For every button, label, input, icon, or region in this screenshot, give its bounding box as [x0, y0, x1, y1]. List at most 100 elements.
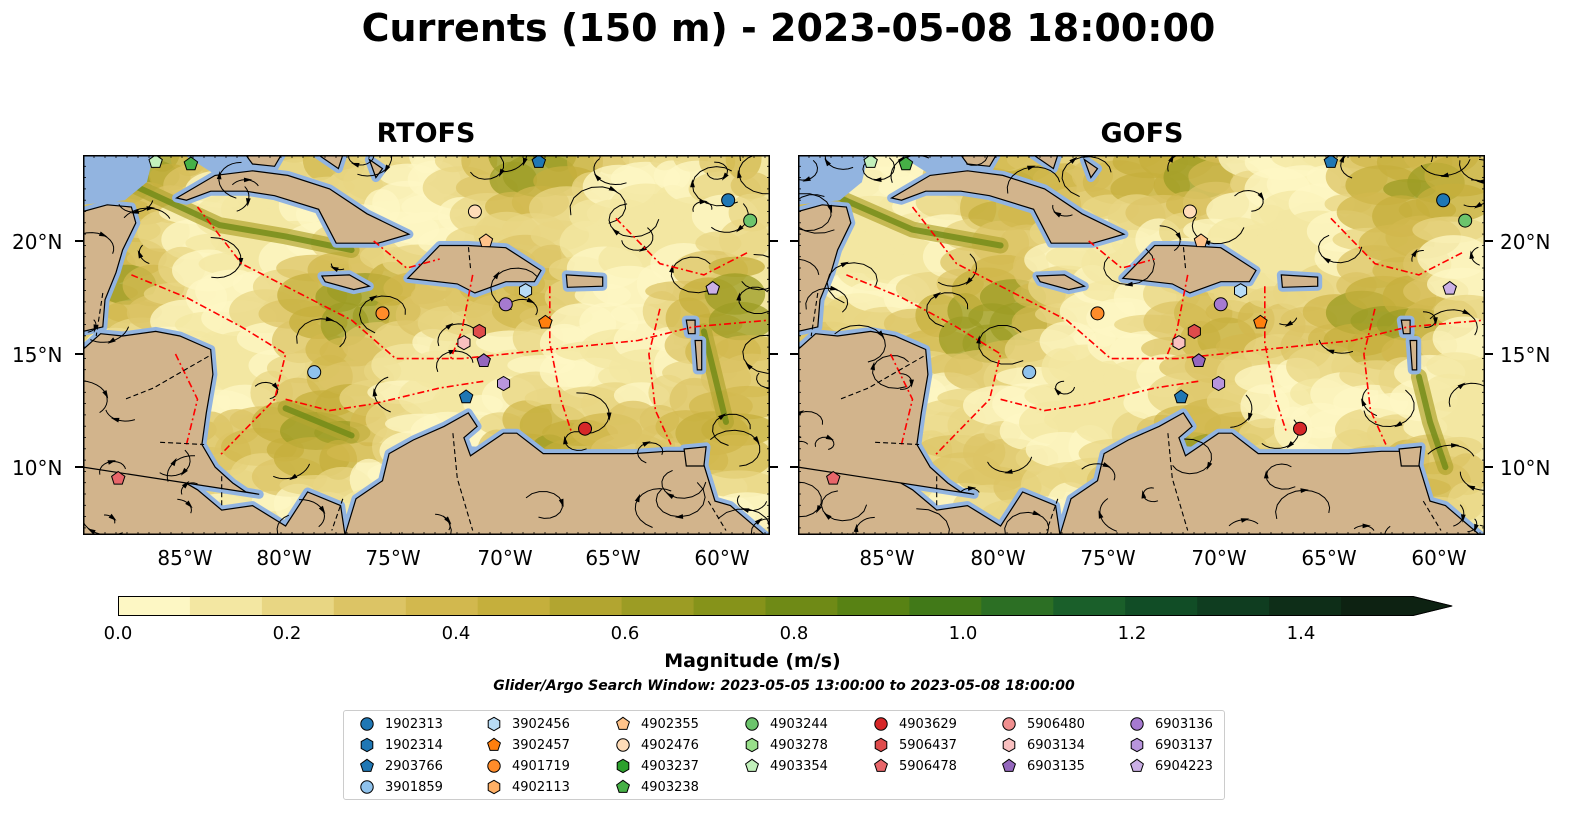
- legend-marker-icon: [360, 717, 374, 731]
- legend-label: 4903629: [899, 716, 957, 732]
- colorbar-extend-arrow: [1413, 596, 1453, 616]
- colorbar-tick-1: 0.2: [272, 623, 302, 644]
- legend-label: 4903238: [641, 779, 699, 795]
- legend-marker-icon: [360, 737, 374, 753]
- gofs-land: [798, 155, 1485, 535]
- colorbar-segment-15: [1197, 596, 1270, 616]
- legend-item-4902113: 4902113: [486, 777, 570, 797]
- legend-marker-icon: [360, 758, 374, 772]
- lat-label-20n-right: 20°N: [1500, 230, 1551, 254]
- legend-marker-icon: [745, 717, 759, 731]
- legend-label: 4902113: [512, 779, 570, 795]
- rtofs-float-6903134-9: [457, 335, 471, 351]
- legend-marker-icon: [1130, 758, 1144, 772]
- colorbar-segment-4: [405, 596, 479, 616]
- lat-major-tick: [1485, 466, 1493, 468]
- lat-label-10n-right: 10°N: [1500, 456, 1551, 480]
- legend-item-3902456: 3902456: [486, 714, 570, 734]
- gofs-float-4901719-8: [1090, 306, 1105, 321]
- panel-title-rtofs: RTOFS: [376, 118, 476, 149]
- legend-marker-icon: [360, 780, 374, 794]
- legend-label: 4903278: [770, 737, 828, 753]
- colorbar-tick-4: 0.8: [779, 623, 809, 644]
- rtofs-boundary-lines: [131, 206, 770, 457]
- legend-item-2903766: 2903766: [359, 756, 443, 776]
- lon-label-60w-gofs: 60°W: [1411, 546, 1467, 570]
- legend-label: 6903136: [1155, 716, 1213, 732]
- rtofs-map: [75, 155, 778, 535]
- legend-item-4901719: 4901719: [486, 756, 570, 776]
- legend-item-6903137: 6903137: [1129, 735, 1213, 755]
- legend-item-6903136: 6903136: [1129, 714, 1213, 734]
- gofs-float-5906437-7: [1187, 323, 1201, 339]
- rtofs-float-3901859-13: [307, 365, 322, 380]
- gofs-water-2: [798, 155, 869, 205]
- legend-label: 1902313: [385, 716, 443, 732]
- legend-item-4903629: 4903629: [873, 714, 957, 734]
- lon-label-70w-rtofs: 70°W: [477, 546, 533, 570]
- panel-title-gofs: GOFS: [1100, 118, 1184, 149]
- colorbar-tick-2: 0.4: [441, 623, 471, 644]
- rtofs-float-6904223-3: [705, 280, 720, 295]
- legend-label: 5906478: [899, 758, 957, 774]
- gofs-float-6903135-10: [1191, 353, 1206, 367]
- legend-label: 4902476: [641, 737, 699, 753]
- lon-label-80w-rtofs: 80°W: [256, 546, 312, 570]
- legend-item-5906437: 5906437: [873, 735, 957, 755]
- gofs-float-4902355-17: [1193, 233, 1209, 248]
- gofs-frame-ticks: [798, 155, 1485, 535]
- rtofs-float-4903238-19: [183, 156, 199, 171]
- legend-item-4903238: 4903238: [615, 777, 699, 797]
- legend-marker-icon: [745, 758, 759, 772]
- figure-title: Currents (150 m) - 2023-05-08 18:00:00: [361, 6, 1216, 50]
- legend-label: 1902314: [385, 737, 443, 753]
- rtofs-float-4902476-16: [467, 204, 482, 219]
- rtofs-map-frame: [83, 155, 770, 535]
- legend-item-4903244: 4903244: [744, 714, 828, 734]
- gofs-float-3902456-4: [1234, 283, 1248, 299]
- legend-item-6904223: 6904223: [1129, 756, 1213, 776]
- lat-major-tick: [770, 466, 778, 468]
- legend-marker-icon: [1130, 717, 1144, 731]
- lon-label-65w-rtofs: 65°W: [585, 546, 641, 570]
- gofs-float-4903238-19: [898, 156, 914, 171]
- lat-major-tick: [1485, 353, 1493, 355]
- gofs-float-3901859-13: [1022, 365, 1037, 380]
- rtofs-float-2903766-12: [458, 389, 474, 404]
- gofs-map-frame: [798, 155, 1485, 535]
- legend-item-4902355: 4902355: [615, 714, 699, 734]
- legend-label: 6903135: [1027, 758, 1085, 774]
- colorbar-tick-5: 1.0: [948, 623, 978, 644]
- legend-label: 6904223: [1155, 758, 1213, 774]
- legend-label: 4901719: [512, 758, 570, 774]
- gofs-float-6903137-11: [1212, 375, 1226, 392]
- lon-label-70w-gofs: 70°W: [1191, 546, 1247, 570]
- gofs-float-2903766-0: [1323, 155, 1339, 168]
- lat-label-20n-left: 20°N: [12, 230, 63, 254]
- colorbar-outline: [118, 596, 1453, 616]
- colorbar-tick-6: 1.2: [1117, 623, 1147, 644]
- legend-item-5906480: 5906480: [1001, 714, 1085, 734]
- rtofs-float-4901719-8: [375, 306, 390, 321]
- gofs-country-borders: [810, 245, 1442, 531]
- colorbar-label: Magnitude (m/s): [664, 650, 841, 672]
- legend-marker-icon: [487, 779, 501, 795]
- gofs-float-4903629-14: [1293, 421, 1308, 436]
- gofs-boundary-lines: [846, 206, 1485, 457]
- gofs-float-4903244-2: [1458, 213, 1473, 228]
- legend-marker-icon: [616, 758, 630, 774]
- lon-label-75w-gofs: 75°W: [1080, 546, 1136, 570]
- search-window-text: Glider/Argo Search Window: 2023-05-05 13…: [493, 678, 1075, 694]
- legend-item-3902457: 3902457: [486, 735, 570, 755]
- lon-label-65w-gofs: 65°W: [1301, 546, 1357, 570]
- legend-label: 5906437: [899, 737, 957, 753]
- lat-major-tick: [75, 353, 83, 355]
- legend-marker-icon: [1002, 758, 1016, 772]
- rtofs-streamlines: [83, 155, 770, 535]
- legend-label: 6903134: [1027, 737, 1085, 753]
- legend-marker-icon: [745, 737, 759, 753]
- legend-item-4903278: 4903278: [744, 735, 828, 755]
- legend-label: 2903766: [385, 758, 443, 774]
- gofs-float-5906478-15: [826, 470, 841, 485]
- gofs-float-6904223-3: [1442, 280, 1457, 295]
